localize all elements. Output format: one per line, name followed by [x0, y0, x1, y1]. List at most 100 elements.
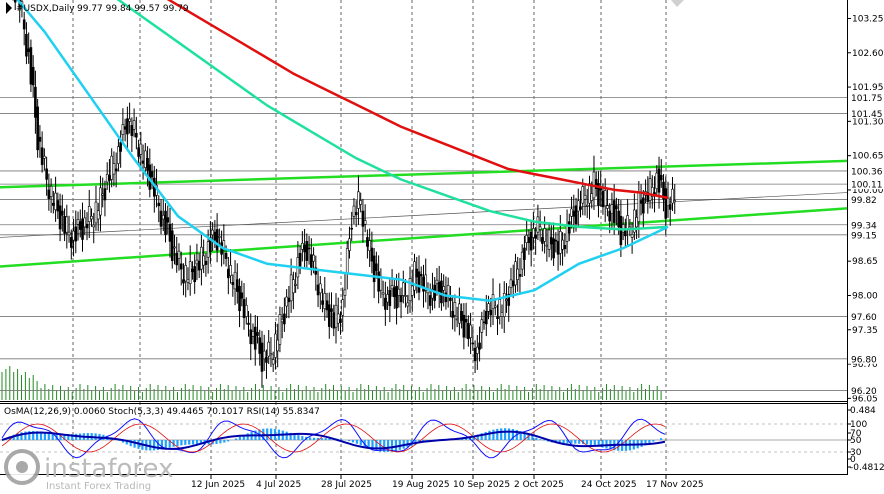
candle-body	[303, 245, 306, 253]
candle-body	[105, 174, 109, 183]
price-tick-label: 98.65	[852, 257, 878, 267]
candle-body	[186, 279, 190, 283]
candle-body	[34, 86, 37, 118]
candle-body	[90, 216, 93, 220]
candle-body	[287, 297, 291, 303]
price-tick-label: 103.25	[852, 14, 884, 24]
candle-body	[626, 215, 629, 230]
indicator-readout: OsMA(12,26,9) 0.0060 Stoch(5,3,3) 49.446…	[4, 407, 320, 417]
ohlc-readout: 99.77 99.84 99.57 99.79	[77, 4, 189, 14]
chart-arrow-icon	[6, 2, 12, 14]
candle-body	[244, 304, 248, 317]
candle-body	[126, 118, 129, 135]
candle-body	[547, 229, 551, 250]
candle-body	[455, 318, 459, 321]
candle-body	[36, 106, 39, 151]
candle-body	[570, 208, 573, 217]
candle-body	[119, 142, 122, 152]
candles	[12, 0, 677, 388]
level-label: 96.80	[851, 355, 877, 365]
candle-body	[141, 160, 145, 164]
candle-body	[215, 229, 219, 251]
volume-bars	[1, 366, 662, 400]
ema-red-line	[166, 0, 669, 200]
candle-body	[343, 289, 347, 296]
candle-body	[576, 200, 580, 212]
candle-body	[543, 228, 546, 242]
candle-body	[588, 183, 591, 204]
candle-body	[56, 200, 60, 212]
candle-body	[655, 172, 659, 189]
candle-body	[31, 66, 35, 86]
candle-body	[233, 271, 237, 290]
candle-body	[206, 241, 210, 258]
candle-body	[330, 308, 333, 312]
candle-body	[657, 168, 661, 193]
candle-body	[606, 205, 609, 209]
candle-body	[137, 147, 140, 157]
candle-body	[52, 202, 55, 206]
candle-body	[47, 189, 51, 199]
candle-body	[648, 178, 652, 201]
candle-body	[536, 216, 540, 233]
candle-body	[388, 289, 392, 307]
candle-body	[500, 312, 504, 317]
candle-body	[437, 281, 441, 292]
candle-body	[22, 19, 26, 30]
candle-body	[491, 294, 495, 309]
candle-body	[673, 200, 677, 203]
candle-body	[307, 247, 311, 250]
indicator-tick-label: 100	[850, 420, 867, 430]
stoch-main-line	[1, 418, 666, 459]
candle-body	[166, 217, 170, 223]
candle-body	[381, 292, 385, 295]
level-label-bg	[848, 311, 884, 322]
candle-body	[191, 268, 194, 273]
date-label: 10 Sep 2025	[453, 480, 510, 490]
candle-body	[96, 210, 100, 220]
indicator-tick-label: -0.4812	[850, 463, 884, 473]
candle-body	[61, 210, 64, 216]
date-label: 12 Jun 2025	[191, 480, 245, 490]
logo-tagline: Instant Forex Trading	[46, 481, 151, 492]
candle-body	[202, 255, 205, 266]
candle-body	[27, 48, 30, 53]
candle-body	[583, 194, 587, 200]
candle-body	[359, 200, 362, 205]
candle-body	[301, 242, 304, 250]
candle-body	[146, 157, 149, 171]
channel-lower-line	[0, 207, 848, 268]
candle-body	[348, 238, 351, 251]
price-tick-label: 101.95	[852, 83, 884, 93]
candle-body	[269, 353, 273, 356]
level-label: 99.82	[851, 196, 877, 206]
scroll-marker-icon[interactable]	[671, 0, 684, 7]
candle-body	[554, 239, 558, 242]
candle-body	[527, 237, 531, 244]
candle-body	[249, 329, 253, 345]
candle-body	[610, 204, 614, 214]
level-label-bg	[848, 179, 884, 190]
candle-body	[559, 231, 562, 254]
candle-body	[615, 205, 618, 210]
candle-body	[292, 279, 295, 294]
candle-body	[520, 251, 524, 270]
price-tick-label: 102.60	[852, 49, 884, 59]
candle-body	[197, 260, 201, 271]
candle-body	[460, 311, 463, 321]
level-label-bg	[848, 353, 884, 364]
candle-body	[372, 255, 376, 283]
channel-lines	[0, 159, 848, 268]
candle-body	[666, 197, 670, 207]
candle-body	[462, 314, 466, 338]
candle-body	[334, 304, 338, 328]
price-tick-label: 98.00	[852, 291, 878, 301]
indicator-tick-label: 70	[850, 429, 862, 439]
candle-body	[471, 342, 475, 345]
candle-body	[123, 126, 127, 130]
candle-body	[108, 175, 111, 181]
candle-body	[144, 150, 147, 168]
candle-body	[397, 288, 401, 296]
candle-body	[498, 299, 502, 317]
